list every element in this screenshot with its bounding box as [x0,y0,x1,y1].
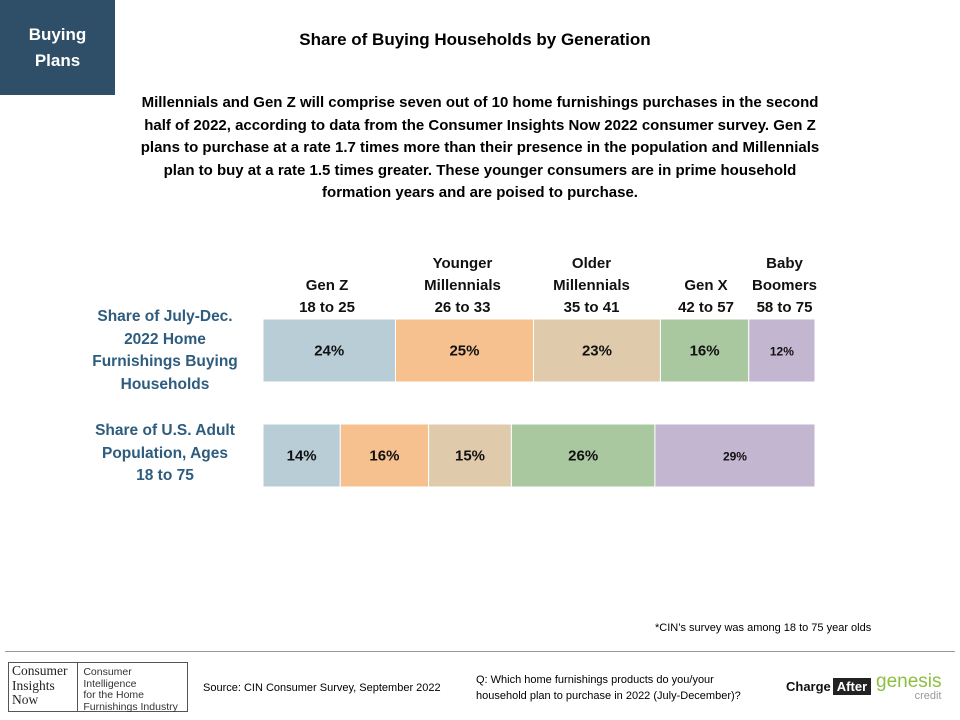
survey-question: Q: Which home furnishings products do yo… [476,673,741,704]
footnote: *CIN’s survey was among 18 to 75 year ol… [655,622,872,634]
row-label-buying-households: Share of July-Dec. 2022 Home Furnishings… [70,306,260,396]
gen-label-line: 58 to 75 [756,299,813,316]
data-label-row1-series2: 25% [449,343,479,360]
data-label-row1-series4: 16% [690,343,720,360]
gen-label-baby-boomers: Baby Boomers 58 to 75 [747,253,822,319]
gen-label-older-millennials: Older Millennials 35 to 41 [534,253,649,319]
gen-label-line: Baby [766,255,803,272]
logo-tag-line: Consumer Intelligence [83,666,137,690]
logo-word: Consumer [12,663,68,678]
row-label-adult-population: Share of U.S. Adult Population, Ages 18 … [70,420,260,488]
gen-label-younger-millennials: Younger Millennials 26 to 33 [405,253,520,319]
section-tag: Buying Plans [0,0,115,95]
chargeafter-logo-box: After [832,678,872,695]
gen-label-line: Boomers [751,277,818,294]
gen-label-gen-x: Gen X 42 to 57 [665,275,747,319]
cin-logo-tagline: Consumer Intelligence for the Home Furni… [78,663,187,713]
gen-label-line: Gen Z [305,277,349,294]
source-note: Source: CIN Consumer Survey, September 2… [203,682,441,694]
cin-logo: Consumer Insights Now Consumer Intellige… [8,662,188,712]
chargeafter-logo-text: Charge [786,679,831,694]
logo-tag-line: for the Home [83,689,145,701]
data-label-row1-series5: 12% [770,345,794,359]
logo-tag-line: Furnishings Industry [83,700,178,713]
row-label-line: 18 to 75 [136,467,194,484]
gen-label-line: 42 to 57 [678,299,734,316]
row-label-line: 2022 Home [124,330,206,348]
gen-label-line: 35 to 41 [563,299,620,316]
gen-label-line: Older [571,255,612,272]
bar-segment-row1-series1 [262,318,396,383]
data-label-row2-series4: 26% [568,448,598,465]
row-label-line: Households [120,375,210,393]
survey-question-line: household plan to purchase in 2022 (July… [476,689,741,702]
genesis-credit-logo: genesis credit [876,671,942,702]
bar-segment-row2-series1 [262,423,341,488]
bar-segment-row1-series3 [532,318,661,383]
description-text: Millennials and Gen Z will comprise seve… [140,94,820,202]
data-label-row1-series1: 24% [314,343,344,360]
bar-segment-row2-series4 [510,423,656,488]
bar-segment-row2-series2 [339,423,430,488]
logo-word: Now [12,692,39,707]
section-tag-line2: Plans [34,50,81,70]
row-label-line: Share of July-Dec. [97,308,233,325]
gen-label-line: 26 to 33 [434,299,491,316]
gen-label-line: Millennials [553,277,630,294]
data-label-row2-series2: 16% [369,448,399,465]
section-tag-line1: Buying [28,24,87,44]
row-label-line: Share of U.S. Adult [95,422,235,439]
data-label-row2-series5: 29% [723,450,747,464]
gen-label-gen-z: Gen Z 18 to 25 [277,275,377,319]
data-label-row2-series3: 15% [455,448,485,465]
genesis-logo-subtext: credit [914,690,942,702]
survey-question-line: Q: Which home furnishings products do yo… [476,674,714,686]
bar-segment-row2-series5 [654,423,816,488]
gen-label-line: 18 to 25 [299,299,355,316]
gen-label-line: Gen X [684,277,728,294]
row-label-line: Population, Ages [101,444,228,462]
footer-divider [5,651,955,652]
data-label-row1-series3: 23% [582,343,612,360]
bar-segment-row1-series2 [394,318,534,383]
chargeafter-logo: Charge After [786,678,872,695]
gen-label-line: Younger [432,255,493,272]
gen-label-line: Millennials [424,277,501,294]
logo-word: Insights [12,677,55,693]
bar-segment-row1-series5 [748,318,816,383]
genesis-logo-text: genesis [876,671,942,692]
bar-segment-row1-series4 [659,318,750,383]
cin-logo-wordmark: Consumer Insights Now [9,663,79,711]
data-label-row2-series1: 14% [287,448,317,465]
row-label-line: Furnishings Buying [92,353,238,370]
page-title: Share of Buying Households by Generation [299,30,651,49]
